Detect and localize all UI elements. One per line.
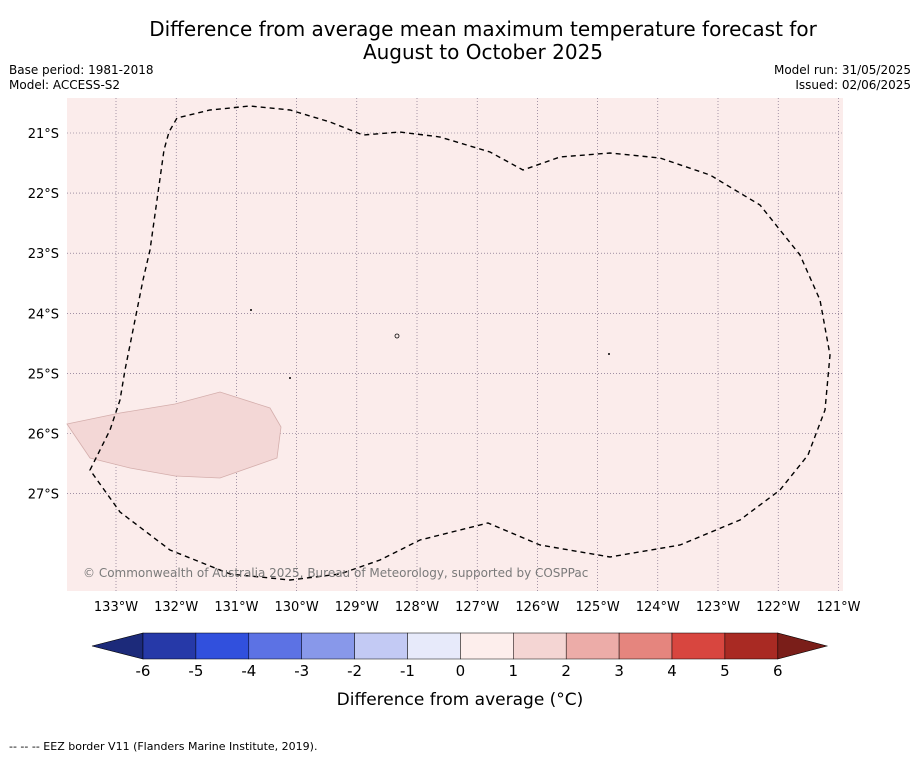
colorbar-high-extend: [777, 632, 829, 660]
colorbar-tick-label: 6: [773, 662, 783, 680]
colorbar-tick-label: -4: [241, 662, 256, 680]
colorbar-swatch: [565, 632, 620, 660]
latitude-label: 27°S: [28, 488, 59, 503]
longitude-label: 129°W: [335, 600, 379, 615]
longitude-label: 126°W: [515, 600, 559, 615]
colorbar-swatch: [248, 632, 302, 660]
colorbar-swatch: [354, 632, 408, 660]
longitude-label: 125°W: [576, 600, 620, 615]
longitude-label: 130°W: [275, 600, 319, 615]
map-title: Difference from average mean maximum tem…: [0, 18, 919, 64]
colorbar: -6 -5 -4 -3 -2 -1 0 1 2 3 4 5 6: [91, 632, 829, 680]
colorbar-tick-label: -5: [188, 662, 203, 680]
longitude-label: 123°W: [696, 600, 740, 615]
colorbar-low-extend: [91, 632, 144, 660]
colorbar-swatch: [460, 632, 514, 660]
footer-note: -- -- -- EEZ border V11 (Flanders Marine…: [9, 740, 318, 753]
colorbar-tick-label: -2: [347, 662, 362, 680]
colorbar-swatch: [195, 632, 250, 660]
copyright-text: © Commonwealth of Australia 2025, Bureau…: [83, 566, 588, 580]
meta-left: Base period: 1981-2018 Model: ACCESS-S2: [9, 63, 154, 93]
colorbar-tick-label: 3: [614, 662, 624, 680]
colorbar-tick-label: 2: [561, 662, 571, 680]
meta-right: Model run: 31/05/2025 Issued: 02/06/2025: [774, 63, 911, 93]
latitude-label: 25°S: [28, 367, 59, 382]
colorbar-tick-label: -6: [136, 662, 151, 680]
colorbar-label: Difference from average (°C): [337, 690, 584, 710]
latitude-label: 22°S: [28, 187, 59, 202]
colorbar-swatch: [513, 632, 567, 660]
latitude-label: 23°S: [28, 247, 59, 262]
colorbar-tick-label: 0: [456, 662, 466, 680]
base-period: Base period: 1981-2018: [9, 63, 154, 77]
colorbar-tick-label: 1: [509, 662, 519, 680]
longitude-label: 128°W: [395, 600, 439, 615]
map-area: [67, 98, 843, 591]
colorbar-tick-label: 5: [720, 662, 730, 680]
latitude-label: 21°S: [28, 127, 59, 142]
title-line-1: Difference from average mean maximum tem…: [149, 17, 817, 41]
eez-border: [89, 105, 831, 581]
colorbar-tick-label: 4: [667, 662, 677, 680]
longitude-label: 131°W: [214, 600, 258, 615]
title-line-2: August to October 2025: [362, 40, 604, 64]
longitude-label: 127°W: [455, 600, 499, 615]
island-dot: [608, 353, 610, 355]
colorbar-swatch: [301, 632, 355, 660]
longitude-label: 132°W: [154, 600, 198, 615]
longitude-label: 121°W: [816, 600, 860, 615]
model-name: Model: ACCESS-S2: [9, 78, 121, 92]
longitude-label: 133°W: [94, 600, 138, 615]
colorbar-swatch: [142, 632, 197, 660]
issued-date: Issued: 02/06/2025: [795, 78, 911, 92]
island-dot: [250, 309, 252, 311]
longitude-label: 122°W: [756, 600, 800, 615]
latitude-label: 26°S: [28, 428, 59, 443]
colorbar-tick-label: -1: [400, 662, 415, 680]
latitude-label: 24°S: [28, 307, 59, 322]
model-run: Model run: 31/05/2025: [773, 63, 911, 77]
island-dot: [394, 333, 400, 339]
island-dot: [289, 377, 291, 379]
colorbar-swatch: [618, 632, 673, 660]
warm-anomaly-patch: [66, 391, 282, 479]
colorbar-swatch: [407, 632, 461, 660]
colorbar-swatch: [671, 632, 726, 660]
longitude-labels: 133°W 132°W 131°W 130°W 129°W 128°W 127°W 126°W…: [94, 600, 861, 615]
colorbar-swatch: [724, 632, 779, 660]
latitude-labels: 21°S 22°S 23°S 24°S 25°S 26°S 27°S: [28, 127, 59, 503]
colorbar-tick-label: -3: [294, 662, 309, 680]
longitude-label: 124°W: [636, 600, 680, 615]
